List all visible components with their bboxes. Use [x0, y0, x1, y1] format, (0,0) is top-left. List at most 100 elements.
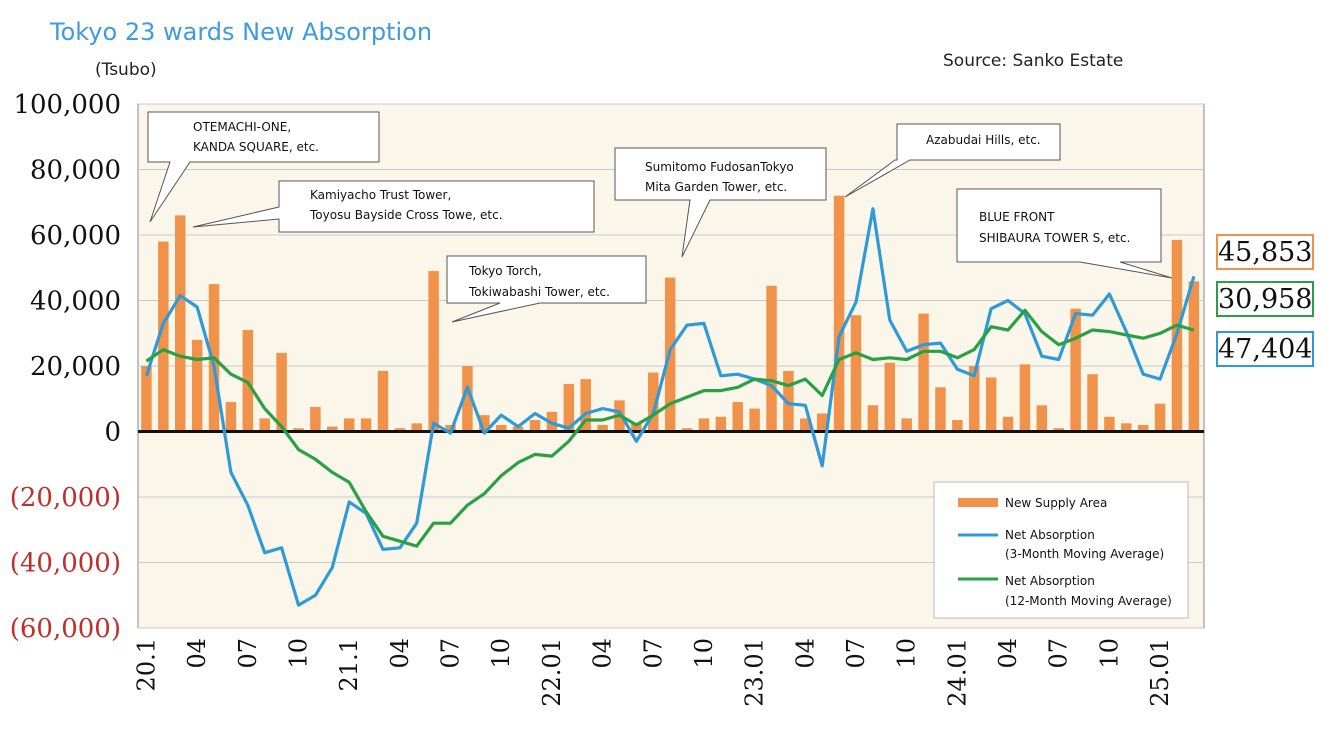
supply-bar — [749, 408, 760, 432]
supply-bar — [833, 195, 845, 432]
supply-bar — [529, 420, 541, 432]
annotation-blue-front-line1: BLUE FRONT — [979, 210, 1055, 224]
x-tick-label: 04 — [183, 638, 211, 669]
supply-bar — [867, 405, 879, 432]
y-tick-label: 0 — [104, 418, 121, 448]
y-tick-label: (60,000) — [10, 614, 121, 644]
supply-bar — [597, 424, 608, 432]
supply-bar — [698, 418, 710, 432]
latest-net12-value: 30,958 — [1216, 281, 1314, 317]
x-tick-label: 22.01 — [538, 638, 566, 707]
chart-title: Tokyo 23 wards New Absorption — [50, 18, 433, 46]
y-axis: 100,000 80,000 60,000 40,000 20,000 0 (20,000)… — [10, 90, 121, 644]
supply-bar — [377, 370, 389, 432]
supply-bar — [512, 426, 524, 432]
x-tick-label: 21.1 — [335, 638, 363, 691]
supply-bar — [952, 420, 963, 432]
annotation-otemachi-line1: OTEMACHI-ONE, — [193, 120, 291, 134]
annotation-kamiyacho-line2: Toyosu Bayside Cross Towe, etc. — [309, 208, 503, 222]
legend: New Supply Area Net Absorption (3-Month … — [933, 481, 1189, 619]
latest-supply-value: 45,853 — [1216, 234, 1314, 270]
legend-label-net3-line1: Net Absorption — [1005, 528, 1095, 542]
y-tick-label: 80,000 — [30, 156, 121, 186]
net-absorption-12m-line — [145, 308, 1195, 548]
x-tick-label: 04 — [791, 638, 819, 669]
x-tick-label: 07 — [842, 638, 870, 669]
y-tick-label: 100,000 — [13, 90, 121, 120]
supply-bar — [715, 416, 727, 432]
net-absorption-3m-line — [144, 207, 1196, 607]
annotation-otemachi: OTEMACHI-ONE, KANDA SQUARE, etc. — [147, 111, 380, 223]
supply-bar — [259, 418, 270, 432]
y-unit-label: (Tsubo) — [95, 60, 157, 80]
supply-bar — [158, 241, 169, 432]
supply-bar — [580, 379, 591, 432]
latest-net3-value: 47,404 — [1216, 331, 1314, 367]
supply-bar — [462, 366, 473, 432]
annotation-azabudai: Azabudai Hills, etc. — [844, 123, 1061, 198]
supply-bar — [411, 423, 422, 432]
supply-bar — [800, 418, 811, 432]
supply-bar — [293, 428, 304, 432]
x-tick-label: 04 — [994, 638, 1022, 669]
x-tick-label: 10 — [284, 638, 312, 669]
x-tick-label: 07 — [1045, 638, 1073, 669]
supply-bar — [631, 423, 642, 432]
supply-bar — [681, 428, 693, 432]
annotation-tokyo-torch-line2: Tokiwabashi Tower, etc. — [468, 285, 610, 299]
supply-bar — [191, 339, 203, 432]
x-tick-label: 04 — [589, 638, 617, 669]
supply-bar — [445, 424, 456, 432]
supply-bar — [969, 366, 980, 432]
supply-bar — [394, 428, 406, 432]
legend-label-supply: New Supply Area — [1005, 496, 1107, 510]
y-tick-label: (40,000) — [10, 549, 121, 579]
supply-bar — [479, 415, 490, 432]
annotation-sumitomo: Sumitomo FudosanTokyo Mita Garden Tower,… — [614, 147, 827, 258]
x-tick-label: 20.1 — [132, 638, 160, 691]
supply-bar — [141, 366, 152, 432]
supply-bar — [360, 418, 372, 432]
supply-bar — [563, 384, 575, 432]
supply-bar — [648, 372, 659, 432]
supply-bar — [225, 402, 237, 432]
supply-bar — [1053, 428, 1064, 432]
x-tick-label: 07 — [437, 638, 465, 669]
x-tick-label: 10 — [487, 638, 515, 669]
annotation-tokyo-torch-line1: Tokyo Torch, — [468, 264, 542, 278]
supply-bar — [732, 402, 743, 432]
x-tick-label: 25.01 — [1146, 638, 1174, 707]
annotation-kamiyacho-line1: Kamiyacho Trust Tower, — [310, 188, 451, 202]
supply-bar — [276, 352, 287, 432]
supply-bar — [783, 370, 794, 432]
supply-bar — [1070, 308, 1081, 432]
x-tick-label: 04 — [386, 638, 414, 669]
supply-bar — [1121, 423, 1132, 432]
supply-bar — [1154, 403, 1166, 432]
x-tick-label: 10 — [690, 638, 718, 669]
x-tick-label: 24.01 — [943, 638, 971, 707]
supply-bar — [850, 315, 862, 432]
supply-bar — [901, 418, 912, 432]
x-tick-label: 10 — [893, 638, 921, 669]
annotation-blue-front: BLUE FRONT SHIBAURA TOWER S, etc. — [956, 188, 1173, 279]
supply-bar — [985, 377, 997, 432]
annotation-kamiyacho: Kamiyacho Trust Tower, Toyosu Bayside Cr… — [192, 180, 595, 233]
x-tick-label: 10 — [1095, 638, 1123, 669]
x-tick-label: 23.01 — [741, 638, 769, 707]
x-axis: 20.1 04 07 10 21.1 04 07 10 22.01 04 07 10 23.01 04 07… — [132, 638, 1174, 707]
x-tick-label: 07 — [234, 638, 262, 669]
x-tick-label: 07 — [639, 638, 667, 669]
supply-bar — [495, 424, 507, 432]
supply-bar — [1087, 374, 1098, 432]
annotation-otemachi-line2: KANDA SQUARE, etc. — [193, 140, 319, 154]
annotation-azabudai-line1: Azabudai Hills, etc. — [926, 133, 1041, 147]
supply-bar — [766, 285, 777, 432]
supply-bar — [310, 406, 321, 432]
annotation-tokyo-torch: Tokyo Torch, Tokiwabashi Tower, etc. — [446, 255, 647, 323]
supply-bar — [1188, 281, 1200, 432]
line-series — [144, 207, 1196, 607]
source-label: Source: Sanko Estate — [943, 51, 1124, 71]
supply-bar — [935, 387, 946, 432]
